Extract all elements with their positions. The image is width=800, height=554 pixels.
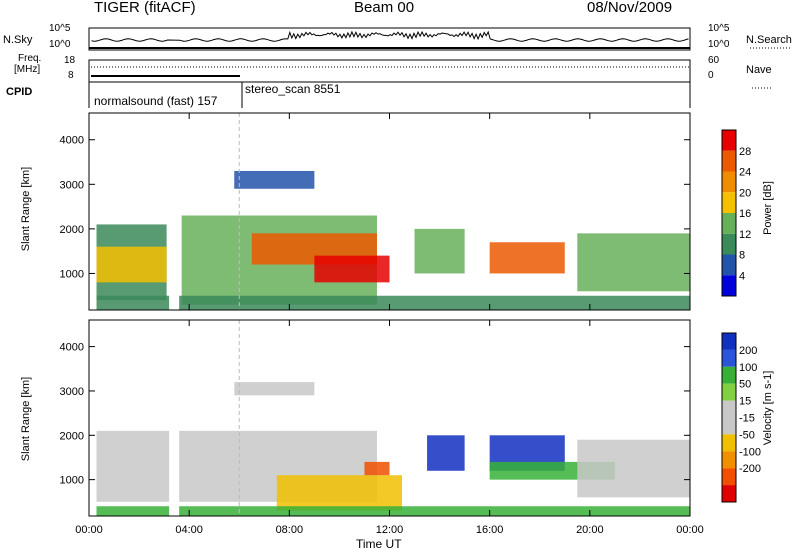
colorbar-tick-label: -100 bbox=[739, 446, 761, 458]
colorbar-segment bbox=[722, 485, 736, 502]
data-gap bbox=[169, 320, 180, 516]
colorbar-tick-label: -15 bbox=[739, 413, 755, 425]
freq-tick-low: 8 bbox=[68, 70, 74, 81]
colorbar-frame bbox=[721, 129, 737, 297]
heatmap-region-5 bbox=[234, 170, 315, 189]
heatmap-region-2 bbox=[276, 475, 403, 511]
y-tick-label: 1000 bbox=[60, 475, 84, 487]
nave-tick-high: 60 bbox=[708, 55, 720, 66]
y-tick-label: 2000 bbox=[60, 430, 84, 442]
colorbar-tick-label: -200 bbox=[739, 463, 761, 475]
heatmap-region-7 bbox=[577, 439, 690, 498]
colorbar-segment bbox=[722, 451, 736, 469]
cpid-stereo-scan: stereo_scan 8551 bbox=[245, 82, 341, 96]
colorbar-segment bbox=[722, 366, 736, 384]
colorbar-tick-label: -50 bbox=[739, 429, 755, 441]
nave-label: Nave bbox=[746, 64, 772, 76]
x-tick-label: 00:00 bbox=[676, 524, 704, 536]
x-tick-label: 08:00 bbox=[276, 524, 304, 536]
cpid-label: CPID bbox=[6, 86, 33, 98]
power-ylabel: Slant Range [km] bbox=[20, 166, 32, 252]
y-tick-label: 4000 bbox=[60, 135, 84, 147]
cpid-normalsound: normalsound (fast) 157 bbox=[94, 94, 218, 108]
colorbar-tick-label: 16 bbox=[739, 208, 751, 220]
y-tick-label: 2000 bbox=[60, 224, 84, 236]
nave-tick-low: 0 bbox=[708, 70, 714, 81]
colorbar-segment bbox=[722, 434, 736, 452]
colorbar-tick-label: 28 bbox=[739, 146, 751, 158]
colorbar-tick-label: 20 bbox=[739, 187, 751, 199]
colorbar-segment bbox=[722, 333, 736, 350]
heatmap-region-3 bbox=[364, 461, 390, 476]
colorbar-tick-label: 8 bbox=[739, 250, 745, 262]
colorbar-tick-label: 4 bbox=[739, 270, 745, 282]
colorbar-segment bbox=[722, 400, 736, 418]
colorbar-segment bbox=[722, 233, 736, 255]
data-gap bbox=[169, 113, 180, 310]
colorbar-segment bbox=[722, 254, 736, 276]
heatmap-region-8 bbox=[577, 233, 690, 292]
heatmap-region-4 bbox=[314, 255, 390, 283]
heatmap-region-9 bbox=[96, 295, 690, 310]
x-tick-label: 20:00 bbox=[576, 524, 604, 536]
power-colorbar-label: Power [dB] bbox=[762, 181, 774, 235]
freq-tick-high: 18 bbox=[64, 55, 76, 66]
nsearch-tick-high: 10^5 bbox=[708, 23, 730, 34]
nsearch-label: N.Search bbox=[746, 34, 792, 46]
heatmap-region-6 bbox=[414, 228, 465, 274]
colorbar-segment bbox=[722, 213, 736, 234]
y-tick-label: 4000 bbox=[60, 342, 84, 354]
colorbar-segment bbox=[722, 192, 736, 213]
date-title: 08/Nov/2009 bbox=[587, 0, 673, 16]
nsearch-tick-low: 10^0 bbox=[708, 39, 730, 50]
colorbar-tick-label: 24 bbox=[739, 167, 751, 179]
colorbar-segment bbox=[722, 383, 736, 401]
colorbar-tick-label: 15 bbox=[739, 396, 751, 408]
nsky-tick-low: 10^0 bbox=[49, 39, 71, 50]
freq-panel-frame bbox=[88, 59, 691, 83]
radar-title: TIGER (fitACF) bbox=[94, 0, 196, 16]
nsky-label: N.Sky bbox=[3, 34, 33, 46]
y-tick-label: 3000 bbox=[60, 386, 84, 398]
colorbar-segment bbox=[722, 150, 736, 172]
velocity-ylabel: Slant Range [km] bbox=[20, 376, 32, 462]
velocity-colorbar-label: Velocity [m s-1] bbox=[762, 370, 774, 446]
heatmap-region-8 bbox=[96, 506, 690, 516]
colorbar-segment bbox=[722, 468, 736, 486]
colorbar-segment bbox=[722, 417, 736, 435]
x-tick-label: 16:00 bbox=[476, 524, 504, 536]
freq-unit-label: [MHz] bbox=[14, 64, 41, 75]
colorbar-segment bbox=[722, 130, 736, 151]
x-tick-label: 00:00 bbox=[75, 524, 103, 536]
colorbar-frame bbox=[721, 332, 737, 503]
colorbar-tick-label: 100 bbox=[739, 362, 757, 374]
colorbar-tick-label: 200 bbox=[739, 345, 757, 357]
heatmap-region-1 bbox=[234, 382, 315, 396]
freq-label: Freq. bbox=[18, 53, 42, 64]
nsky-tick-high: 10^5 bbox=[49, 23, 71, 34]
colorbar-segment bbox=[722, 349, 736, 367]
nsky-panel-frame bbox=[88, 27, 691, 51]
nsky-trace bbox=[91, 30, 689, 42]
heatmap-region-1 bbox=[96, 246, 167, 283]
y-tick-label: 1000 bbox=[60, 268, 84, 280]
x-tick-label: 12:00 bbox=[376, 524, 404, 536]
x-axis-label: Time UT bbox=[356, 537, 402, 551]
y-tick-label: 3000 bbox=[60, 179, 84, 191]
colorbar-segment bbox=[722, 171, 736, 193]
heatmap-region-7 bbox=[489, 242, 565, 274]
colorbar-tick-label: 50 bbox=[739, 379, 751, 391]
heatmap-region-4 bbox=[427, 435, 465, 471]
beam-title: Beam 00 bbox=[354, 0, 415, 16]
colorbar-tick-label: 12 bbox=[739, 229, 751, 241]
x-tick-label: 04:00 bbox=[175, 524, 203, 536]
colorbar-segment bbox=[722, 275, 736, 296]
